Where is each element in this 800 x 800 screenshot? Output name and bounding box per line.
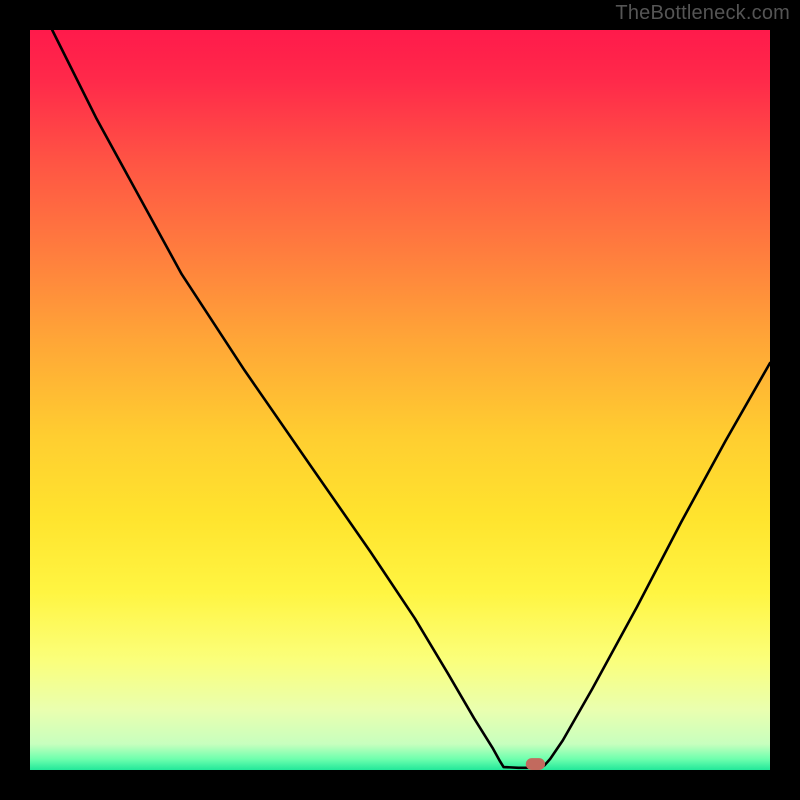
chart-stage: TheBottleneck.com xyxy=(0,0,800,800)
frame-left xyxy=(0,0,30,800)
bottleneck-chart xyxy=(0,0,800,800)
optimal-marker xyxy=(526,758,545,770)
frame-bottom xyxy=(0,770,800,800)
frame-right xyxy=(770,0,800,800)
chart-background-gradient xyxy=(30,30,770,770)
watermark-text: TheBottleneck.com xyxy=(615,2,790,25)
